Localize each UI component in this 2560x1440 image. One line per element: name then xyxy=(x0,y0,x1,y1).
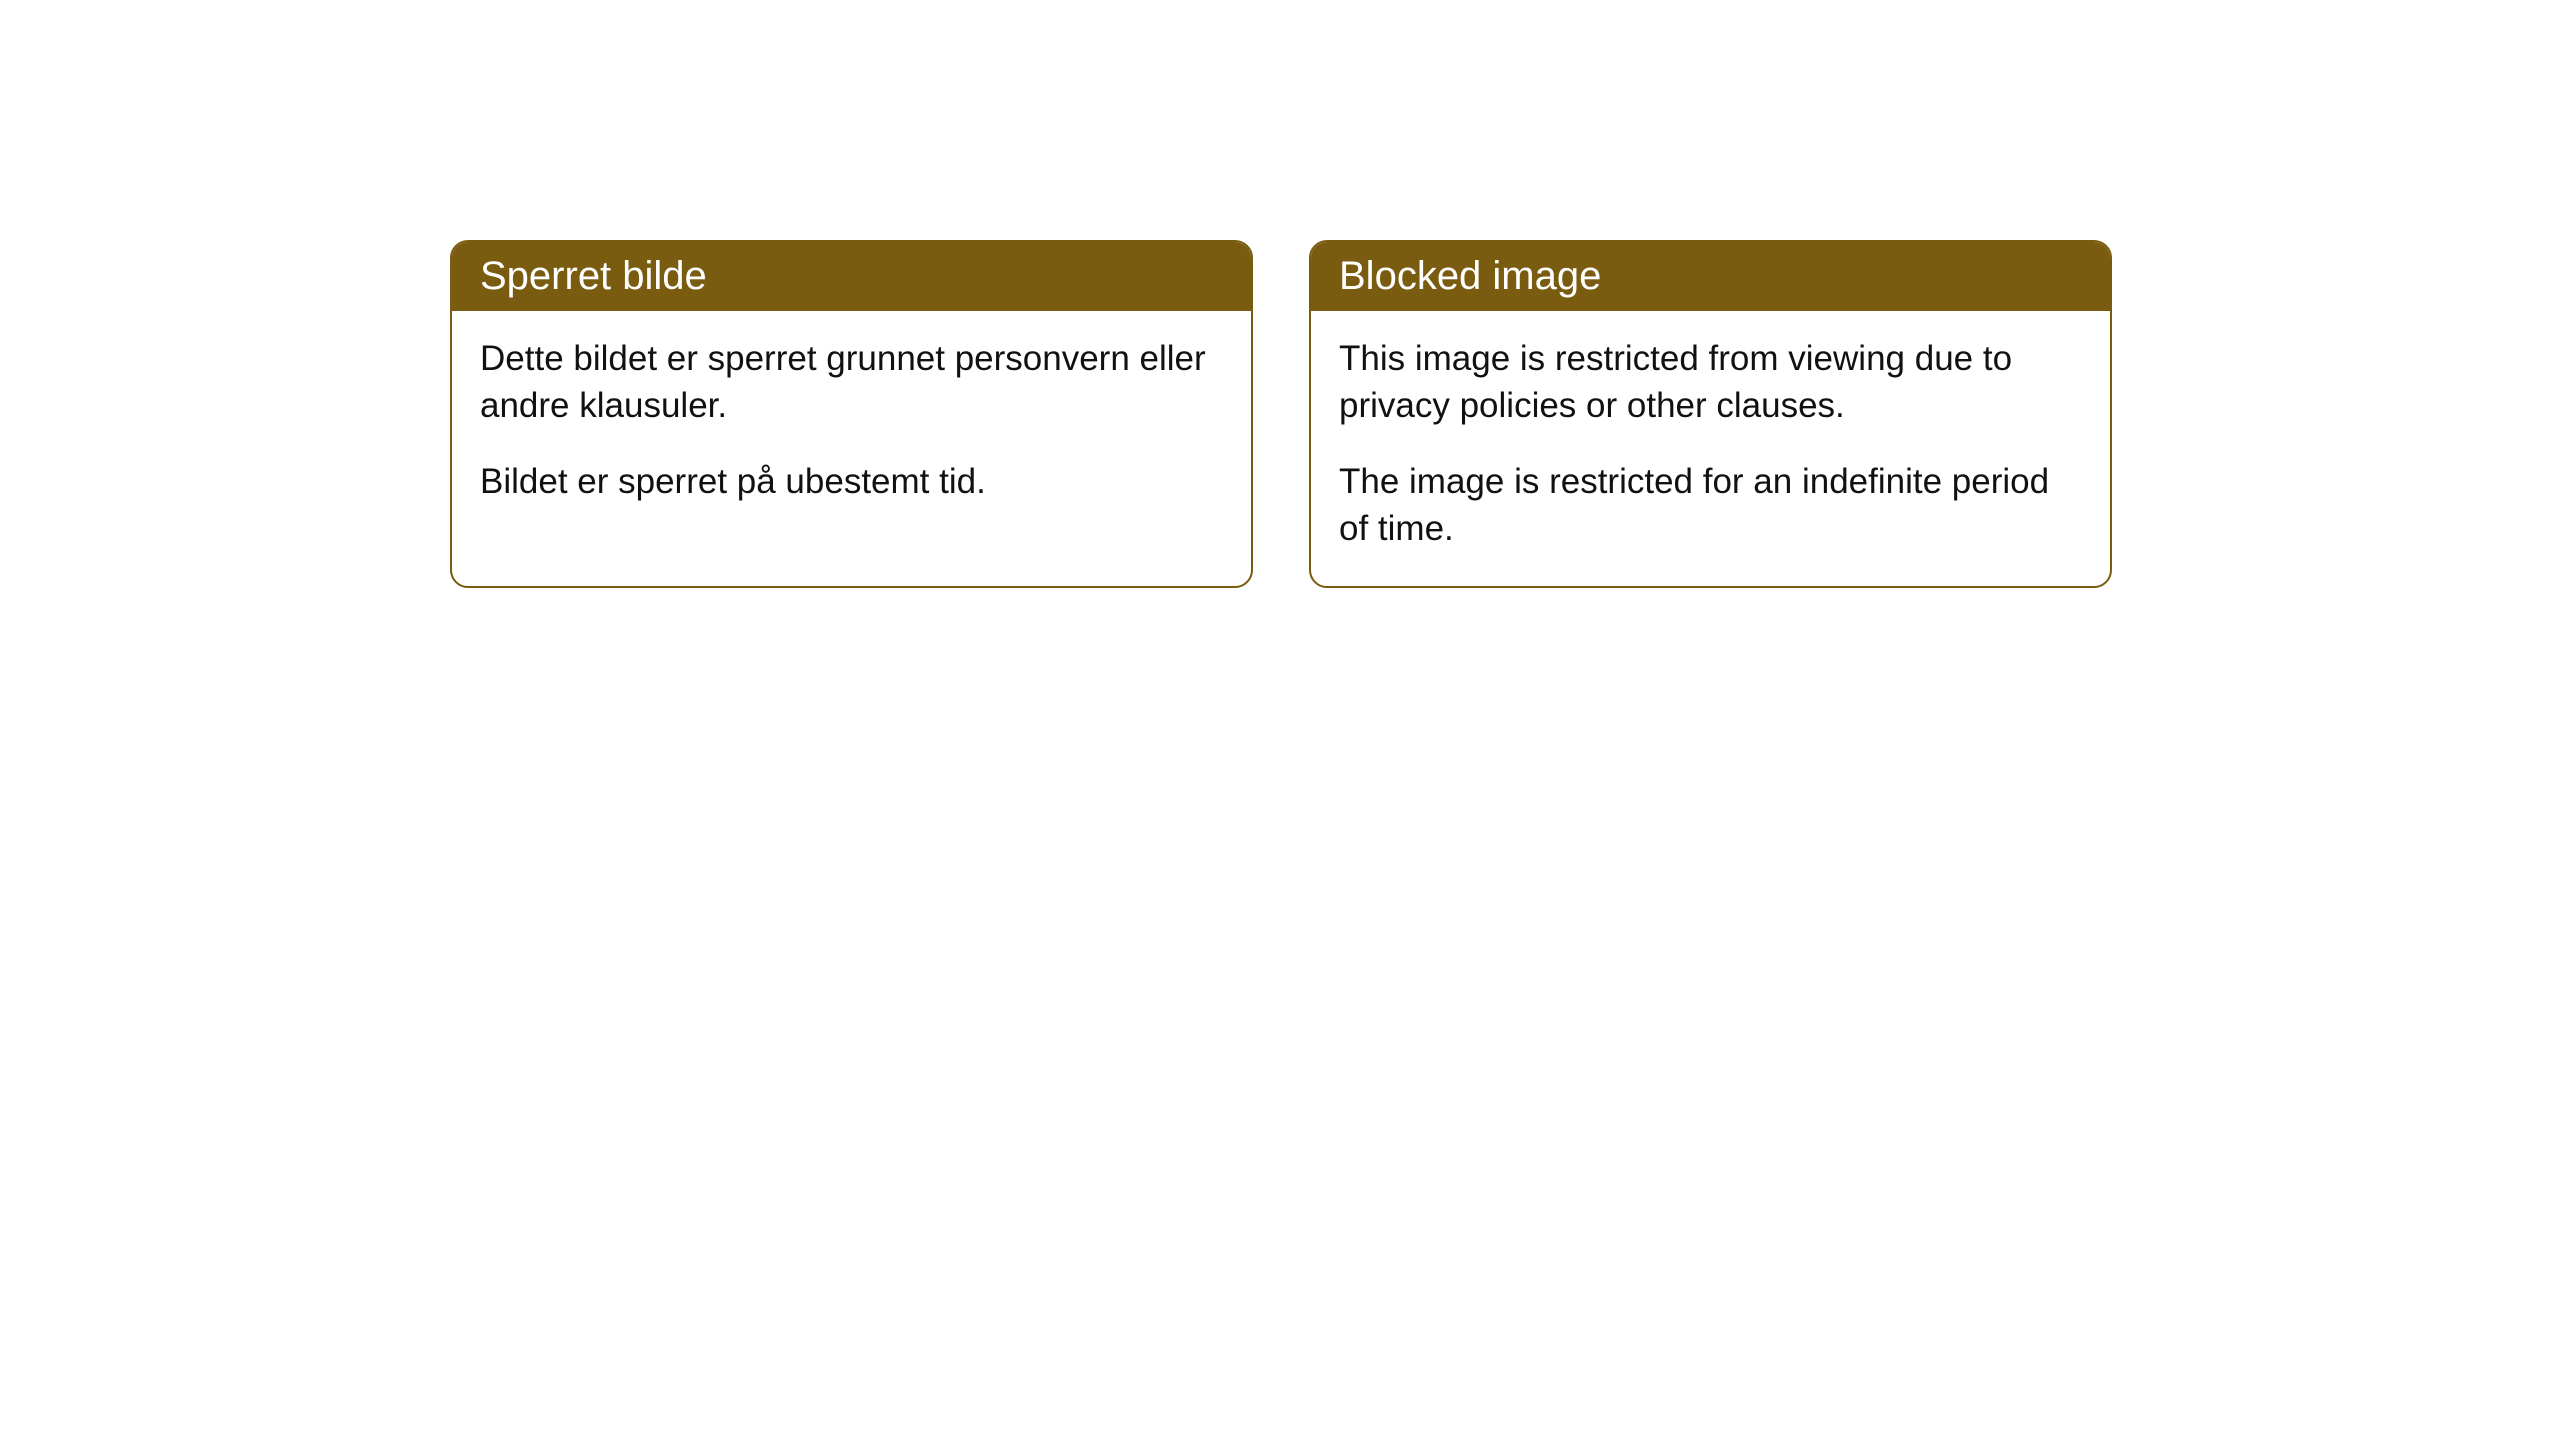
notice-cards-container: Sperret bilde Dette bildet er sperret gr… xyxy=(450,240,2112,588)
card-paragraph: This image is restricted from viewing du… xyxy=(1339,335,2082,430)
card-paragraph: Bildet er sperret på ubestemt tid. xyxy=(480,458,1223,505)
notice-card-norwegian: Sperret bilde Dette bildet er sperret gr… xyxy=(450,240,1253,588)
card-paragraph: The image is restricted for an indefinit… xyxy=(1339,458,2082,553)
card-title: Blocked image xyxy=(1339,254,1601,298)
card-header-norwegian: Sperret bilde xyxy=(452,242,1251,311)
card-body-norwegian: Dette bildet er sperret grunnet personve… xyxy=(452,311,1251,539)
card-body-english: This image is restricted from viewing du… xyxy=(1311,311,2110,586)
notice-card-english: Blocked image This image is restricted f… xyxy=(1309,240,2112,588)
card-title: Sperret bilde xyxy=(480,254,707,298)
card-header-english: Blocked image xyxy=(1311,242,2110,311)
card-paragraph: Dette bildet er sperret grunnet personve… xyxy=(480,335,1223,430)
